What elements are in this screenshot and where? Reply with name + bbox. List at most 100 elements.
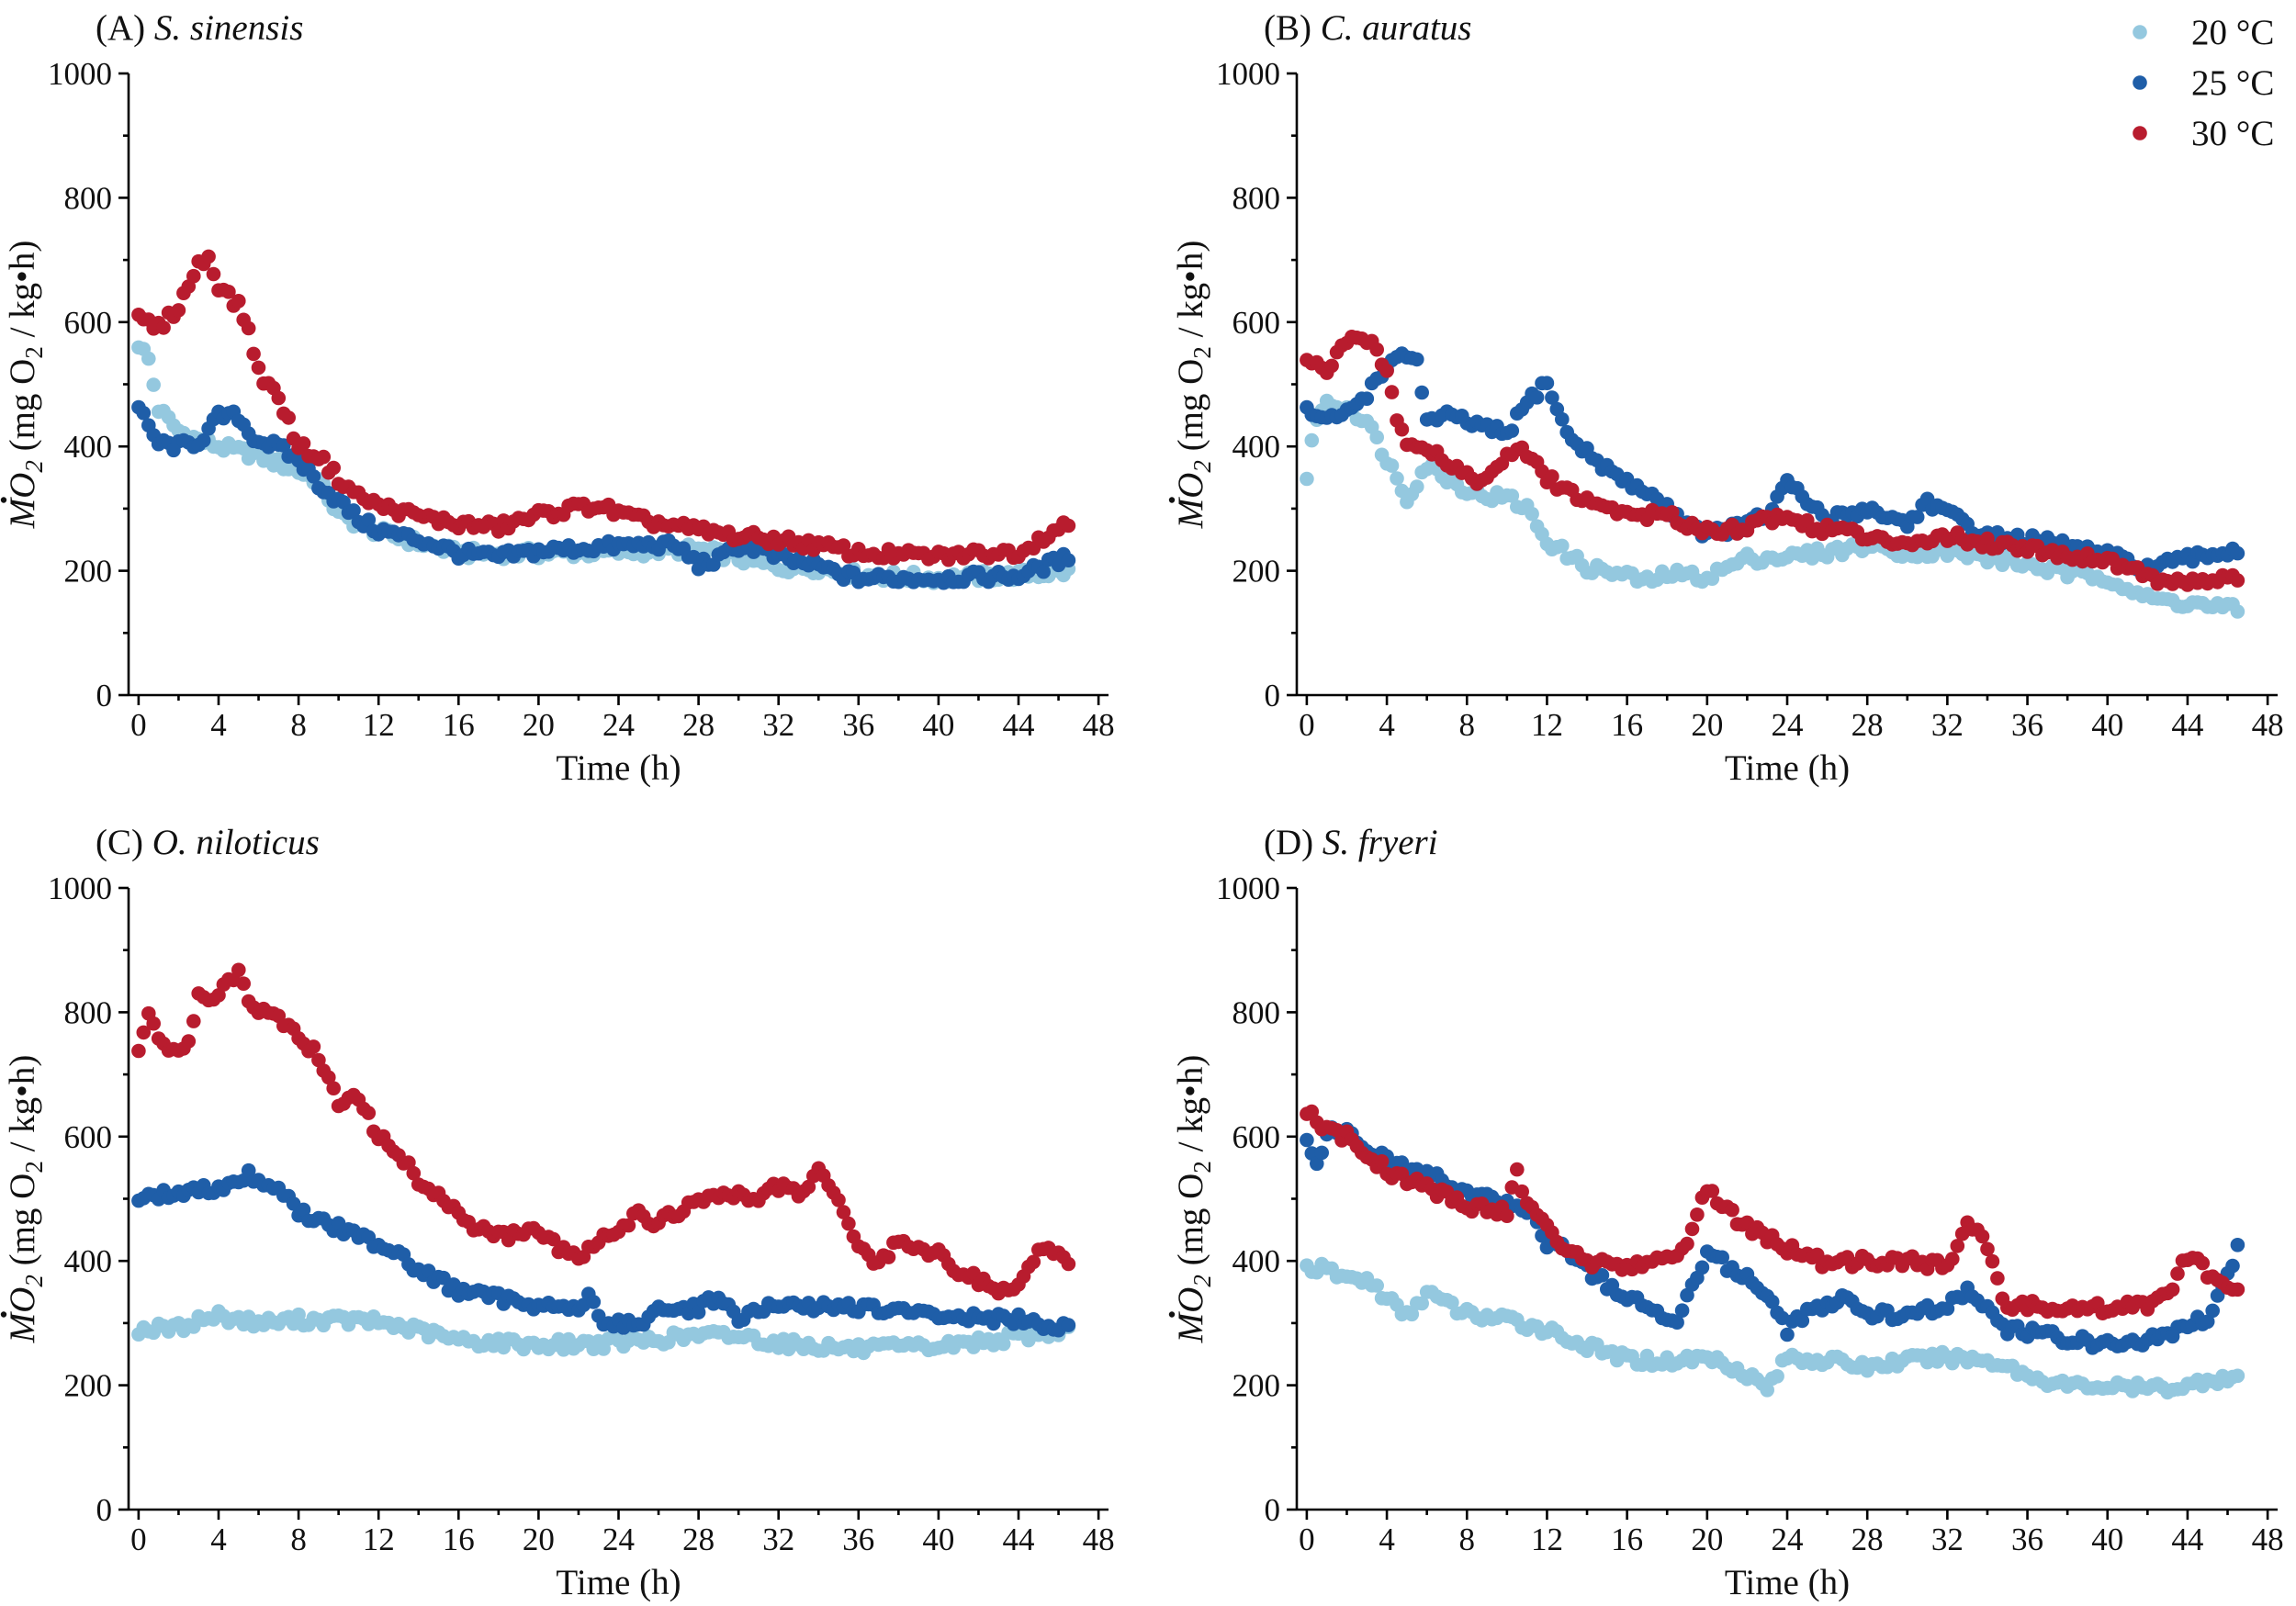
x-tick-label: 8 bbox=[1459, 707, 1476, 743]
y-tick-label: 0 bbox=[96, 1492, 113, 1528]
x-tick-label: 24 bbox=[602, 1522, 635, 1557]
x-tick-label: 12 bbox=[1531, 707, 1563, 743]
data-point-d-series-1 bbox=[1445, 1295, 1459, 1310]
data-point-b-series-3 bbox=[1664, 505, 1680, 520]
data-point-b-series-1 bbox=[1369, 430, 1384, 445]
x-tick-label: 12 bbox=[363, 707, 395, 743]
x-tick-label: 28 bbox=[1851, 707, 1884, 743]
x-tick-label: 0 bbox=[130, 1522, 147, 1557]
x-tick-label: 40 bbox=[922, 707, 954, 743]
x-tick-label: 40 bbox=[2091, 707, 2123, 743]
data-point-d-series-3 bbox=[1725, 1202, 1739, 1218]
x-axis-title: Time (h) bbox=[1725, 748, 1850, 788]
data-point-d-series-3 bbox=[1500, 1208, 1514, 1223]
data-point-d-series-3 bbox=[2195, 1255, 2211, 1271]
data-point-b-series-1 bbox=[1555, 538, 1570, 554]
data-point-d-series-2 bbox=[1940, 1301, 1955, 1316]
data-point-d-series-3 bbox=[1990, 1271, 2005, 1286]
x-tick-label: 16 bbox=[443, 1522, 475, 1557]
data-point-a-series-3 bbox=[836, 538, 851, 553]
data-point-c-series-3 bbox=[211, 988, 226, 1003]
data-point-a-series-3 bbox=[246, 346, 261, 362]
data-point-c-series-3 bbox=[236, 976, 252, 991]
x-tick-label: 40 bbox=[922, 1522, 954, 1557]
x-tick-label: 36 bbox=[2011, 707, 2043, 743]
y-tick-label: 200 bbox=[64, 554, 113, 590]
data-point-d-series-2 bbox=[1764, 1294, 1780, 1309]
data-point-d-series-1 bbox=[1414, 1296, 1429, 1311]
data-point-a-series-1 bbox=[141, 351, 156, 366]
data-point-b-series-2 bbox=[1410, 352, 1424, 367]
data-point-a-series-2 bbox=[1036, 564, 1051, 579]
data-point-a-series-3 bbox=[201, 249, 216, 264]
y-tick-label: 600 bbox=[64, 1119, 113, 1155]
data-point-b-series-3 bbox=[2230, 573, 2245, 588]
data-point-b-series-2 bbox=[2230, 545, 2245, 561]
legend-marker bbox=[2133, 75, 2147, 90]
x-tick-label: 8 bbox=[290, 707, 307, 743]
data-point-a-series-3 bbox=[316, 449, 332, 465]
data-point-b-series-1 bbox=[1384, 458, 1400, 473]
data-point-b-series-2 bbox=[1555, 411, 1570, 427]
y-tick-label: 1000 bbox=[48, 870, 112, 906]
data-point-d-series-2 bbox=[1674, 1303, 1690, 1318]
y-tick-label: 400 bbox=[1232, 1243, 1281, 1279]
data-point-b-series-1 bbox=[1410, 479, 1424, 494]
y-tick-label: 0 bbox=[96, 678, 113, 713]
data-point-a-series-3 bbox=[156, 320, 171, 335]
x-tick-label: 48 bbox=[2252, 1522, 2284, 1557]
data-point-b-series-2 bbox=[1414, 385, 1429, 400]
data-point-c-series-3 bbox=[181, 1034, 197, 1049]
data-point-d-series-3 bbox=[2230, 1282, 2245, 1297]
y-tick-label: 800 bbox=[1232, 994, 1281, 1030]
data-point-a-series-3 bbox=[296, 436, 311, 451]
y-axis-title: MO2 (mg O2 / kg•h) bbox=[3, 241, 48, 530]
x-tick-label: 36 bbox=[842, 707, 874, 743]
data-point-c-series-3 bbox=[1026, 1254, 1041, 1270]
x-tick-label: 20 bbox=[1691, 707, 1723, 743]
x-tick-label: 28 bbox=[682, 707, 715, 743]
data-point-c-series-3 bbox=[361, 1106, 377, 1120]
data-point-c-series-2 bbox=[1061, 1318, 1076, 1332]
data-point-b-series-1 bbox=[1300, 471, 1314, 487]
data-point-d-series-3 bbox=[1945, 1252, 1960, 1266]
data-point-b-series-2 bbox=[1504, 423, 1520, 438]
data-point-b-series-3 bbox=[1394, 421, 1410, 437]
x-tick-label: 4 bbox=[210, 1522, 227, 1557]
data-point-d-series-1 bbox=[1404, 1307, 1420, 1322]
x-tick-label: 8 bbox=[1459, 1522, 1476, 1557]
y-axis-title: MO2 (mg O2 / kg•h) bbox=[1171, 1055, 1216, 1344]
x-tick-label: 28 bbox=[682, 1522, 715, 1557]
data-point-d-series-3 bbox=[1690, 1207, 1705, 1222]
data-point-d-series-2 bbox=[1314, 1145, 1329, 1161]
data-point-c-series-3 bbox=[801, 1179, 816, 1195]
x-tick-label: 36 bbox=[842, 1522, 874, 1557]
data-point-d-series-2 bbox=[2230, 1238, 2245, 1252]
data-point-c-series-3 bbox=[621, 1218, 636, 1233]
data-point-d-series-2 bbox=[2205, 1303, 2220, 1319]
x-tick-label: 36 bbox=[2011, 1522, 2043, 1557]
data-point-d-series-1 bbox=[2230, 1368, 2245, 1384]
data-point-d-series-1 bbox=[1760, 1383, 1774, 1398]
data-point-c-series-3 bbox=[406, 1165, 422, 1181]
data-point-a-series-1 bbox=[146, 377, 161, 392]
data-point-a-series-2 bbox=[346, 503, 361, 518]
y-axis-title: MO2 (mg O2 / kg•h) bbox=[1171, 241, 1216, 530]
data-point-c-series-3 bbox=[881, 1250, 896, 1264]
y-axis-title-dot-accent bbox=[1168, 1311, 1176, 1318]
panel-d-points bbox=[1300, 1104, 2245, 1400]
data-point-d-series-3 bbox=[1680, 1236, 1694, 1252]
x-tick-label: 20 bbox=[523, 707, 555, 743]
y-axis-title-dot-accent bbox=[0, 1311, 7, 1318]
data-point-b-series-3 bbox=[1384, 385, 1400, 399]
data-point-b-series-2 bbox=[1545, 390, 1559, 405]
x-tick-label: 8 bbox=[290, 1522, 307, 1557]
data-point-a-series-3 bbox=[271, 390, 287, 406]
data-point-a-series-3 bbox=[221, 285, 236, 299]
data-point-a-series-3 bbox=[206, 266, 221, 282]
x-tick-label: 16 bbox=[1611, 1522, 1643, 1557]
panel-c-points bbox=[131, 962, 1076, 1361]
data-point-d-series-3 bbox=[1975, 1229, 1990, 1244]
data-point-c-series-3 bbox=[841, 1216, 856, 1231]
panel-c-title: (C) O. niloticus bbox=[96, 823, 320, 862]
